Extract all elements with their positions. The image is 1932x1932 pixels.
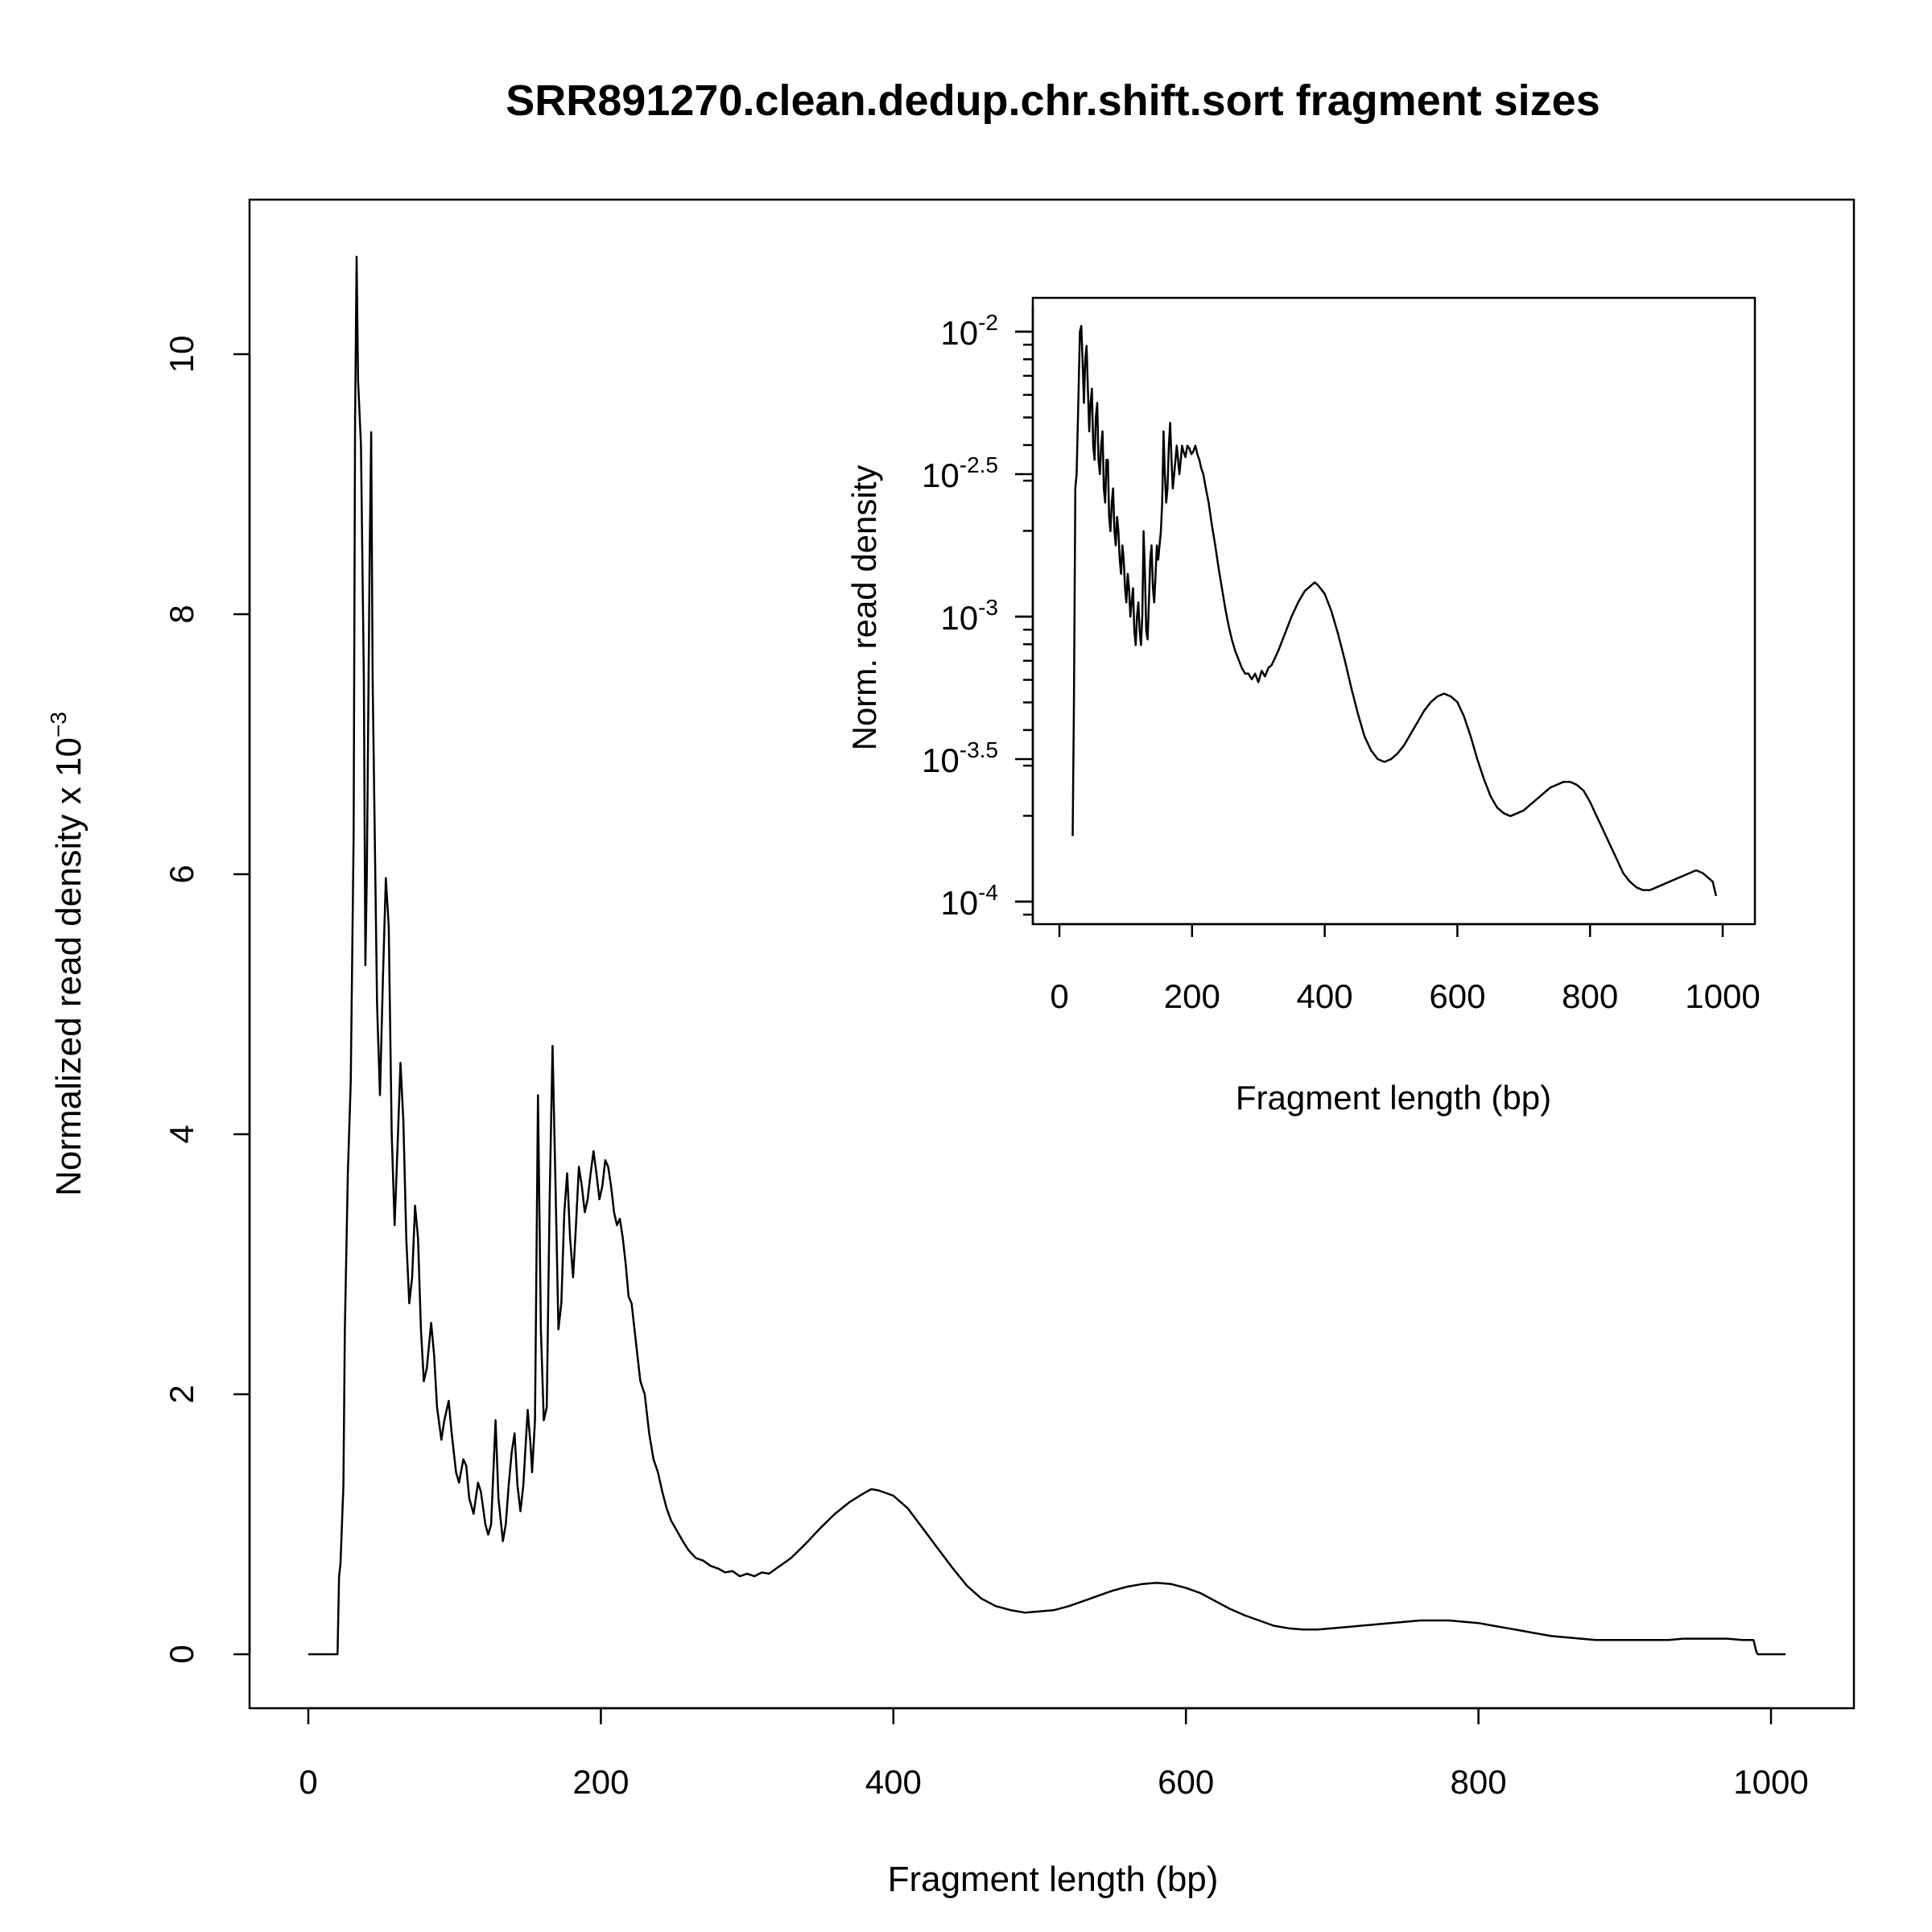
inset-y-tick-base: 10 [922, 741, 960, 779]
main-y-tick-label: 10 [163, 336, 200, 374]
main-series-line [308, 255, 1786, 1656]
main-y-axis: 0 2 4 6 8 10 [163, 336, 251, 1664]
main-y-tick-label: 4 [163, 1125, 200, 1143]
main-x-tick-label: 800 [1451, 1763, 1507, 1801]
main-x-tick-label: 0 [299, 1763, 317, 1801]
main-y-axis-label-text: Normalized read density x 10 [49, 737, 89, 1196]
main-x-tick-label: 200 [572, 1763, 629, 1801]
inset-plot: 0 200 400 600 800 1000 10-210-2.510-310-3.510… [845, 296, 1761, 1117]
inset-y-tick-base: 10 [922, 456, 960, 494]
inset-y-tick-exponent: -3.5 [960, 737, 998, 762]
main-y-axis-label: Normalized read density x 10−3 [46, 712, 89, 1196]
inset-y-tick-base: 10 [940, 314, 978, 352]
inset-y-tick-exponent: -2 [978, 310, 998, 335]
inset-y-tick-base: 10 [940, 884, 978, 922]
main-y-tick-label: 0 [163, 1645, 200, 1663]
main-y-axis-label-exponent: −3 [46, 712, 71, 737]
inset-y-tick-label: 10-3 [940, 595, 998, 637]
inset-y-axis-label: Norm. read density [845, 465, 883, 751]
inset-y-axis: 10-210-2.510-310-3.510-4 [922, 306, 1034, 924]
inset-y-tick-base: 10 [940, 599, 978, 637]
inset-x-tick-label: 200 [1164, 977, 1220, 1015]
inset-x-tick-label: 1000 [1685, 977, 1760, 1015]
main-y-tick-label: 6 [163, 865, 200, 883]
inset-x-tick-label: 800 [1562, 977, 1618, 1015]
main-x-axis: 0 200 400 600 800 1000 [299, 1707, 1809, 1801]
inset-x-tick-label: 0 [1050, 977, 1068, 1015]
inset-y-tick-exponent: -3 [978, 595, 998, 620]
inset-y-tick-label: 10-2.5 [922, 452, 998, 494]
inset-y-tick-exponent: -2.5 [960, 452, 998, 477]
inset-x-tick-label: 400 [1297, 977, 1353, 1015]
inset-series-line [1071, 324, 1718, 897]
inset-x-axis: 0 200 400 600 800 1000 [1050, 923, 1761, 1015]
inset-y-tick-label: 10-3.5 [922, 737, 998, 779]
inset-y-tick-exponent: -4 [978, 880, 998, 905]
inset-y-tick-label: 10-2 [940, 310, 998, 352]
inset-x-axis-label: Fragment length (bp) [1236, 1079, 1551, 1117]
main-x-tick-label: 1000 [1733, 1763, 1808, 1801]
inset-y-tick-label: 10-4 [940, 880, 998, 922]
main-y-tick-label: 2 [163, 1385, 200, 1403]
main-plot: 0 200 400 600 800 1000 0 2 4 6 8 10 Fragment lengt… [46, 198, 1856, 1899]
main-x-tick-label: 600 [1158, 1763, 1214, 1801]
main-x-tick-label: 400 [865, 1763, 922, 1801]
main-y-tick-label: 8 [163, 605, 200, 623]
inset-x-tick-label: 600 [1429, 977, 1485, 1015]
chart-title: SRR891270.clean.dedup.chr.shift.sort fra… [506, 76, 1600, 125]
main-x-axis-label: Fragment length (bp) [888, 1860, 1219, 1899]
